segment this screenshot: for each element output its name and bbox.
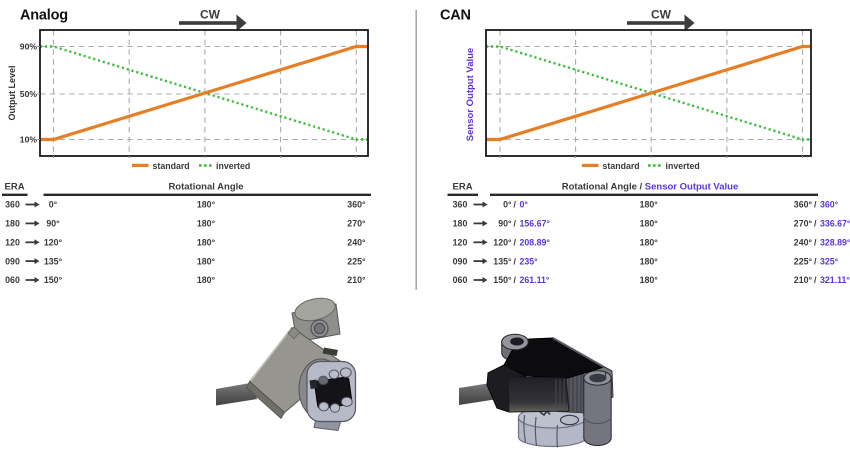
svg-text:/: / bbox=[514, 256, 517, 266]
svg-text:060: 060 bbox=[5, 275, 20, 285]
svg-text:0°: 0° bbox=[49, 200, 58, 210]
svg-text:90°: 90° bbox=[46, 219, 60, 229]
svg-text:CW: CW bbox=[651, 8, 672, 22]
svg-text:060: 060 bbox=[453, 275, 468, 285]
svg-text:standard: standard bbox=[153, 161, 190, 171]
svg-text:180°: 180° bbox=[197, 219, 216, 229]
svg-text:180°: 180° bbox=[197, 275, 216, 285]
svg-text:180: 180 bbox=[5, 219, 20, 229]
svg-text:240°: 240° bbox=[794, 238, 813, 248]
svg-text:135°: 135° bbox=[493, 256, 512, 266]
svg-text:180°: 180° bbox=[197, 200, 216, 210]
svg-text:ERA: ERA bbox=[453, 182, 473, 193]
svg-text:270°: 270° bbox=[347, 219, 366, 229]
svg-text:090: 090 bbox=[5, 256, 20, 266]
svg-text:180°: 180° bbox=[640, 275, 659, 285]
svg-text:90°: 90° bbox=[498, 219, 512, 229]
svg-text:/: / bbox=[814, 256, 817, 266]
svg-text:240°: 240° bbox=[347, 238, 366, 248]
svg-text:135°: 135° bbox=[44, 256, 63, 266]
svg-text:150°: 150° bbox=[493, 275, 512, 285]
svg-text:120°: 120° bbox=[44, 238, 63, 248]
svg-text:180°: 180° bbox=[640, 200, 659, 210]
svg-text:235°: 235° bbox=[520, 256, 539, 266]
svg-text:180°: 180° bbox=[640, 256, 659, 266]
svg-text:10%: 10% bbox=[20, 135, 38, 145]
svg-text:360: 360 bbox=[5, 200, 20, 210]
svg-text:328.89°: 328.89° bbox=[820, 238, 850, 248]
svg-text:180°: 180° bbox=[640, 238, 659, 248]
svg-text:225°: 225° bbox=[347, 256, 366, 266]
svg-text:360°: 360° bbox=[820, 200, 839, 210]
svg-text:50%: 50% bbox=[20, 89, 38, 99]
svg-text:360°: 360° bbox=[347, 200, 366, 210]
svg-text:Rotational Angle: Rotational Angle bbox=[168, 182, 243, 193]
svg-text:inverted: inverted bbox=[216, 161, 250, 171]
svg-text:/: / bbox=[814, 275, 817, 285]
svg-text:ERA: ERA bbox=[5, 182, 25, 193]
svg-text:360: 360 bbox=[453, 200, 468, 210]
svg-text:standard: standard bbox=[603, 161, 640, 171]
svg-text:/: / bbox=[514, 275, 517, 285]
svg-text:180°: 180° bbox=[640, 219, 659, 229]
svg-text:180: 180 bbox=[453, 219, 468, 229]
svg-text:180°: 180° bbox=[197, 256, 216, 266]
svg-text:120°: 120° bbox=[493, 238, 512, 248]
svg-text:CW: CW bbox=[200, 8, 221, 22]
svg-text:225°: 225° bbox=[794, 256, 813, 266]
svg-text:/: / bbox=[814, 200, 817, 210]
svg-text:CAN: CAN bbox=[440, 8, 471, 24]
svg-text:Sensor Output Value: Sensor Output Value bbox=[465, 48, 476, 141]
svg-text:/: / bbox=[814, 219, 817, 229]
svg-text:210°: 210° bbox=[347, 275, 366, 285]
svg-text:Rotational Angle / Sensor Outp: Rotational Angle / Sensor Output Value bbox=[562, 182, 738, 193]
svg-text:0°: 0° bbox=[503, 200, 512, 210]
svg-text:360°: 360° bbox=[794, 200, 813, 210]
svg-text:inverted: inverted bbox=[666, 161, 700, 171]
svg-text:Analog: Analog bbox=[20, 8, 68, 24]
svg-text:156.67°: 156.67° bbox=[520, 219, 551, 229]
svg-text:208.89°: 208.89° bbox=[520, 238, 551, 248]
svg-text:/: / bbox=[814, 238, 817, 248]
svg-text:336.67°: 336.67° bbox=[820, 219, 850, 229]
svg-text:90%: 90% bbox=[20, 42, 38, 52]
svg-text:180°: 180° bbox=[197, 238, 216, 248]
svg-text:120: 120 bbox=[5, 238, 20, 248]
svg-text:210°: 210° bbox=[794, 275, 813, 285]
svg-text:270°: 270° bbox=[794, 219, 813, 229]
svg-text:120: 120 bbox=[453, 238, 468, 248]
svg-text:321.11°: 321.11° bbox=[820, 275, 850, 285]
svg-text:090: 090 bbox=[453, 256, 468, 266]
svg-text:325°: 325° bbox=[820, 256, 839, 266]
svg-text:0°: 0° bbox=[520, 200, 529, 210]
svg-text:/: / bbox=[514, 200, 517, 210]
svg-text:Output Level: Output Level bbox=[7, 65, 17, 120]
svg-text:150°: 150° bbox=[44, 275, 63, 285]
svg-text:/: / bbox=[514, 238, 517, 248]
svg-text:261.11°: 261.11° bbox=[520, 275, 550, 285]
svg-text:/: / bbox=[514, 219, 517, 229]
